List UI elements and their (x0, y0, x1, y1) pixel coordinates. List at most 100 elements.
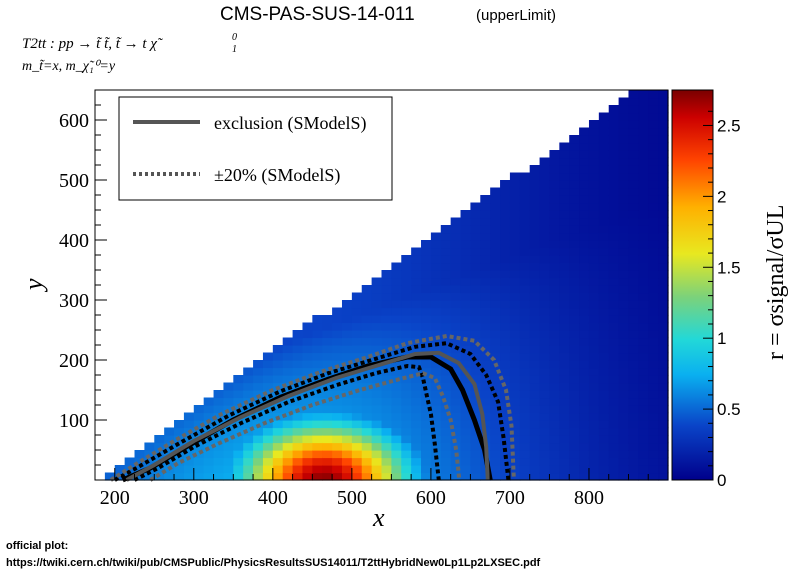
heatmap-cell (371, 337, 383, 346)
heatmap-cell (391, 397, 402, 406)
heatmap-cell (598, 435, 610, 444)
footer-url[interactable]: https://twiki.cern.ch/twiki/pub/CMSPubli… (6, 557, 541, 569)
heatmap-cell (618, 405, 630, 414)
heatmap-cell (470, 465, 481, 474)
heatmap-cell (588, 180, 600, 189)
heatmap-cell (500, 202, 511, 211)
heatmap-cell (460, 382, 472, 391)
heatmap-cell (509, 450, 521, 459)
heatmap-cell (490, 375, 501, 384)
heatmap-cell (430, 247, 442, 256)
heatmap-cell (282, 450, 294, 459)
heatmap-cell (579, 165, 590, 174)
heatmap-cell (608, 315, 620, 324)
heatmap-cell (450, 397, 462, 406)
heatmap-cell (539, 315, 551, 324)
heatmap-cell (292, 465, 304, 474)
heatmap-cell (490, 450, 501, 459)
heatmap-cell (421, 322, 432, 331)
heatmap-cell (243, 375, 254, 384)
heatmap-cell (608, 172, 620, 181)
heatmap-cell (322, 420, 333, 429)
heatmap-cell (381, 330, 392, 339)
heatmap-cell (430, 292, 442, 301)
heatmap-cell (243, 472, 254, 481)
heatmap-cell (648, 330, 659, 339)
heatmap-cell (430, 330, 442, 339)
heatmap-cell (401, 412, 412, 421)
heatmap-cell (549, 187, 560, 196)
heatmap-cell (598, 360, 610, 369)
heatmap-cell (430, 360, 442, 369)
heatmap-cell (401, 300, 412, 309)
heatmap-cell (411, 322, 422, 331)
heatmap-cell (371, 420, 383, 429)
heatmap-cell (430, 352, 442, 361)
heatmap-cell (638, 397, 649, 406)
heatmap-cell (598, 337, 610, 346)
heatmap-cell (569, 195, 580, 204)
heatmap-cell (588, 127, 600, 136)
heatmap-cell (539, 337, 551, 346)
heatmap-cell (549, 210, 560, 219)
heatmap-cell (648, 300, 659, 309)
heatmap-cell (282, 435, 294, 444)
heatmap-cell (381, 352, 392, 361)
heatmap-cell (292, 427, 304, 436)
heatmap-cell (282, 465, 294, 474)
heatmap-cell (480, 367, 491, 376)
heatmap-cell (628, 322, 639, 331)
heatmap-cell (401, 345, 412, 354)
heatmap-cell (529, 225, 541, 234)
heatmap-cell (401, 427, 412, 436)
heatmap-cell (588, 390, 600, 399)
heatmap-cell (658, 112, 669, 121)
heatmap-cell (164, 457, 175, 466)
heatmap-cell (638, 337, 649, 346)
heatmap-cell (529, 405, 541, 414)
heatmap-cell (411, 345, 422, 354)
heatmap-cell (470, 270, 481, 279)
heatmap-cell (223, 435, 234, 444)
heatmap-cell (490, 247, 501, 256)
heatmap-cell (193, 405, 205, 414)
heatmap-cell (490, 232, 501, 241)
heatmap-cell (243, 420, 254, 429)
heatmap-cell (658, 97, 669, 106)
heatmap-cell (579, 195, 590, 204)
heatmap-cell (598, 247, 610, 256)
heatmap-cell (233, 390, 244, 399)
heatmap-cell (272, 457, 284, 466)
heatmap-cell (529, 240, 541, 249)
heatmap-cell (549, 367, 560, 376)
heatmap-cell (381, 450, 392, 459)
heatmap-cell (658, 240, 669, 249)
heatmap-cell (579, 375, 590, 384)
heatmap-cell (490, 457, 501, 466)
heatmap-cell (628, 465, 639, 474)
heatmap-cell (549, 150, 560, 159)
heatmap-cell (519, 450, 531, 459)
heatmap-cell (628, 127, 639, 136)
heatmap-cell (628, 187, 639, 196)
heatmap-cell (361, 450, 373, 459)
heatmap-cell (500, 472, 511, 481)
heatmap-cell (312, 450, 323, 459)
heatmap-cell (332, 352, 343, 361)
heatmap-cell (598, 187, 610, 196)
heatmap-cell (549, 457, 560, 466)
heatmap-cell (608, 465, 620, 474)
y-tick-label: 400 (59, 230, 89, 252)
heatmap-cell (648, 270, 659, 279)
heatmap-cell (470, 330, 481, 339)
heatmap-cell (351, 315, 363, 324)
heatmap-cell (332, 465, 343, 474)
heatmap-cell (391, 420, 402, 429)
heatmap-cell (539, 457, 551, 466)
heatmap-cell (519, 435, 531, 444)
heatmap-cell (480, 240, 491, 249)
heatmap-cell (559, 382, 570, 391)
heatmap-cell (341, 390, 353, 399)
heatmap-cell (608, 442, 620, 451)
heatmap-cell (243, 397, 254, 406)
